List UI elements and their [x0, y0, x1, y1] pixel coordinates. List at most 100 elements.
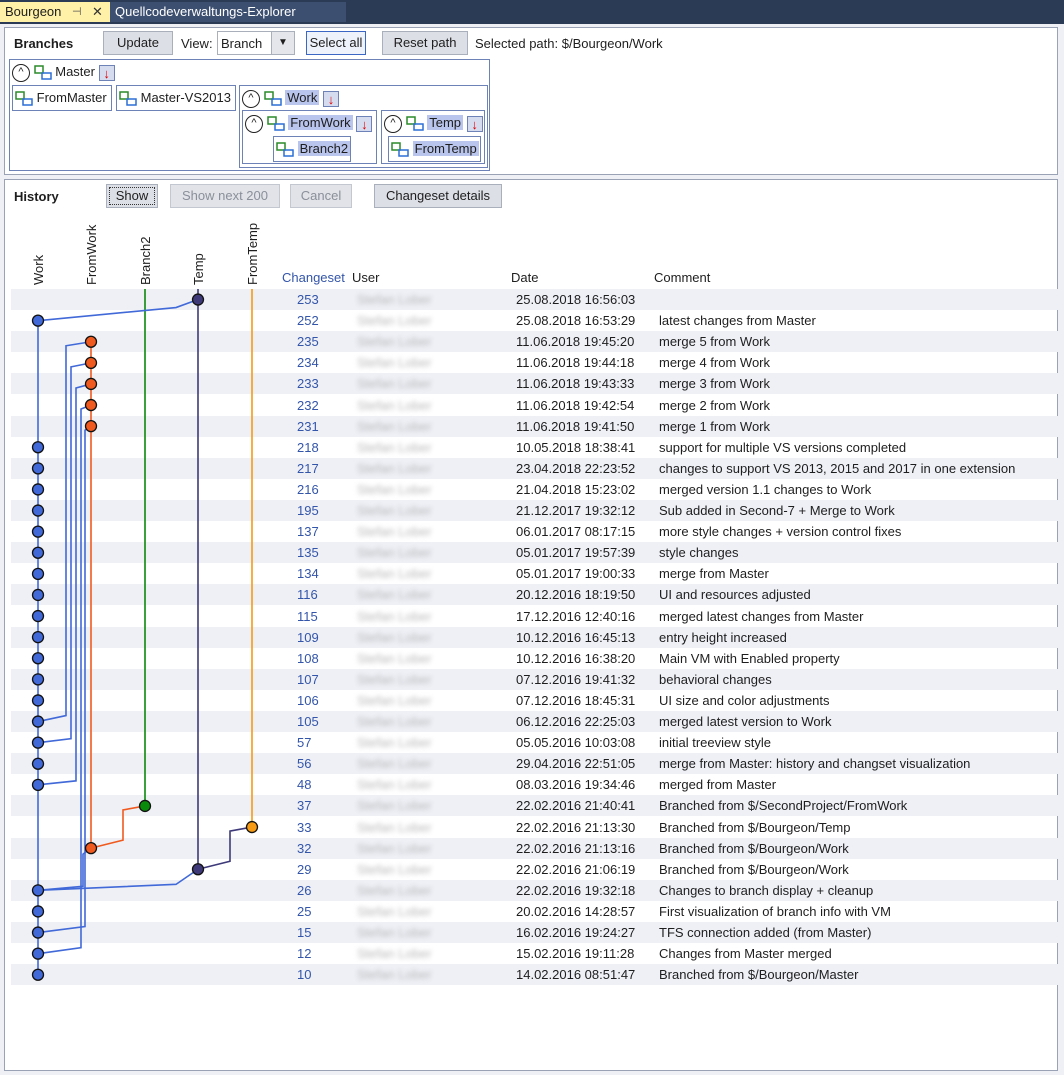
table-row[interactable]: 216 Stefan Lober 21.04.2018 15:23:02 merged…: [11, 479, 1061, 500]
fromwork-commit-dot[interactable]: [84, 377, 98, 391]
table-row[interactable]: 253 Stefan Lober 25.08.2018 16:56:03: [11, 289, 1061, 311]
work-commit-dot[interactable]: [31, 314, 45, 327]
work-commit-dot[interactable]: [31, 567, 45, 581]
tab-bourgeon[interactable]: Bourgeon ⊣ ✕: [0, 2, 110, 22]
table-row[interactable]: 106 Stefan Lober 07.12.2016 18:45:31 UI siz…: [11, 690, 1061, 711]
table-row[interactable]: 108 Stefan Lober 10.12.2016 16:38:20 Main V…: [11, 648, 1061, 669]
branch-header-temp[interactable]: ^ Temp ↓: [384, 113, 483, 133]
fromwork-commit-dot[interactable]: [84, 842, 98, 855]
branch-header-master[interactable]: ^ Master ↓: [12, 62, 115, 82]
branch-node-master[interactable]: ^ Master ↓ FromMaster Master-VS2013: [9, 59, 490, 171]
work-commit-dot[interactable]: [31, 630, 45, 644]
table-row[interactable]: 56 Stefan Lober 29.04.2016 22:51:05 merge f…: [11, 753, 1061, 775]
branch-node-frommaster[interactable]: FromMaster: [12, 85, 112, 111]
table-row[interactable]: 32 Stefan Lober 22.02.2016 21:13:16 Branche…: [11, 837, 1061, 859]
table-row[interactable]: 137 Stefan Lober 06.01.2017 08:17:15 more s…: [11, 521, 1061, 542]
column-header-changeset[interactable]: Changeset: [282, 270, 345, 285]
table-row[interactable]: 29 Stefan Lober 22.02.2016 21:06:19 Branche…: [11, 859, 1061, 880]
close-icon[interactable]: ✕: [92, 4, 103, 19]
work-commit-dot[interactable]: [31, 504, 45, 517]
branch-header-work[interactable]: ^ Work ↓: [242, 88, 339, 108]
table-row[interactable]: 195 Stefan Lober 21.12.2017 19:32:12 Sub ad…: [11, 500, 1061, 522]
table-row[interactable]: 15 Stefan Lober 16.02.2016 19:24:27 TFS con…: [11, 922, 1061, 944]
table-row[interactable]: 135 Stefan Lober 05.01.2017 19:57:39 style …: [11, 542, 1061, 564]
work-commit-dot[interactable]: [31, 694, 45, 707]
fromwork-commit-dot[interactable]: [84, 356, 98, 370]
table-row[interactable]: 105 Stefan Lober 06.12.2016 22:25:03 merged…: [11, 711, 1061, 733]
fromwork-commit-dot[interactable]: [84, 335, 98, 348]
work-commit-dot[interactable]: [31, 673, 45, 686]
branch2-commit-dot[interactable]: [138, 799, 152, 813]
table-row[interactable]: 232 Stefan Lober 11.06.2018 19:42:54 merge …: [11, 395, 1061, 416]
down-arrow-icon[interactable]: ↓: [466, 115, 483, 132]
work-commit-dot[interactable]: [31, 483, 45, 496]
table-row[interactable]: 252 Stefan Lober 25.08.2018 16:53:29 latest…: [11, 310, 1061, 331]
fromtemp-commit-dot[interactable]: [245, 820, 259, 834]
work-commit-dot[interactable]: [31, 884, 45, 897]
down-arrow-icon[interactable]: ↓: [98, 64, 115, 81]
branch-node-work[interactable]: ^ Work ↓ ^ FromWork ↓ Bran: [239, 85, 488, 168]
table-row[interactable]: 231 Stefan Lober 11.06.2018 19:41:50 merge …: [11, 415, 1061, 437]
collapse-icon[interactable]: ^: [12, 63, 30, 82]
table-row[interactable]: 33 Stefan Lober 22.02.2016 21:13:30 Branche…: [11, 817, 1061, 838]
down-arrow-icon[interactable]: ↓: [322, 90, 339, 107]
reset-path-button[interactable]: Reset path: [382, 31, 468, 55]
branch-node-fromtemp[interactable]: FromTemp: [388, 136, 481, 162]
table-row[interactable]: 235 Stefan Lober 11.06.2018 19:45:20 merge …: [11, 331, 1061, 353]
table-row[interactable]: 217 Stefan Lober 23.04.2018 22:23:52 change…: [11, 457, 1061, 479]
changeset-details-button[interactable]: Changeset details: [374, 184, 502, 208]
work-commit-dot[interactable]: [31, 546, 45, 559]
work-commit-dot[interactable]: [31, 757, 45, 770]
pin-icon[interactable]: ⊣: [72, 6, 82, 18]
table-row[interactable]: 12 Stefan Lober 15.02.2016 19:11:28 Changes…: [11, 943, 1061, 964]
table-row[interactable]: 10 Stefan Lober 14.02.2016 08:51:47 Branche…: [11, 964, 1061, 986]
select-all-button[interactable]: Select all: [306, 31, 366, 55]
collapse-icon[interactable]: ^: [242, 89, 260, 108]
collapse-icon[interactable]: ^: [245, 114, 263, 133]
update-button[interactable]: Update: [103, 31, 173, 55]
branch-header-fromwork[interactable]: ^ FromWork ↓: [245, 113, 373, 133]
work-commit-dot[interactable]: [31, 926, 45, 939]
fromwork-commit-dot[interactable]: [84, 398, 98, 412]
table-row[interactable]: 37 Stefan Lober 22.02.2016 21:40:41 Branche…: [11, 795, 1061, 817]
branch-node-branch2[interactable]: Branch2: [273, 136, 351, 162]
table-row[interactable]: 115 Stefan Lober 17.12.2016 12:40:16 merged…: [11, 606, 1061, 627]
table-row[interactable]: 233 Stefan Lober 11.06.2018 19:43:33 merge …: [11, 373, 1061, 395]
table-row[interactable]: 116 Stefan Lober 20.12.2016 18:19:50 UI and…: [11, 584, 1061, 606]
work-commit-dot[interactable]: [31, 652, 45, 665]
work-commit-dot[interactable]: [31, 905, 45, 918]
work-commit-dot[interactable]: [31, 947, 45, 960]
table-row[interactable]: 26 Stefan Lober 22.02.2016 19:32:18 Changes…: [11, 879, 1061, 901]
work-commit-dot[interactable]: [31, 736, 45, 749]
column-header-date[interactable]: Date: [511, 270, 539, 285]
fromwork-commit-dot[interactable]: [84, 419, 98, 433]
collapse-icon[interactable]: ^: [384, 114, 402, 133]
temp-commit-dot[interactable]: [191, 863, 205, 876]
work-commit-dot[interactable]: [31, 588, 45, 602]
table-row[interactable]: 107 Stefan Lober 07.12.2016 19:41:32 behavi…: [11, 668, 1061, 690]
work-commit-dot[interactable]: [31, 968, 45, 981]
table-row[interactable]: 109 Stefan Lober 10.12.2016 16:45:13 entry …: [11, 626, 1061, 648]
work-commit-dot[interactable]: [31, 462, 45, 475]
work-commit-dot[interactable]: [31, 715, 45, 728]
work-commit-dot[interactable]: [31, 441, 45, 454]
table-row[interactable]: 218 Stefan Lober 10.05.2018 18:38:41 suppor…: [11, 437, 1061, 458]
branch-node-master-vs2013[interactable]: Master-VS2013: [116, 85, 236, 111]
table-row[interactable]: 25 Stefan Lober 20.02.2016 14:28:57 First v…: [11, 901, 1061, 922]
column-header-comment[interactable]: Comment: [654, 270, 711, 285]
show-button[interactable]: Show: [106, 184, 158, 208]
table-row[interactable]: 134 Stefan Lober 05.01.2017 19:00:33 merge …: [11, 563, 1061, 584]
tab-source-control-explorer[interactable]: Quellcodeverwaltungs-Explorer: [110, 2, 346, 22]
branch-node-temp[interactable]: ^ Temp ↓ FromTemp: [381, 110, 485, 164]
table-row[interactable]: 57 Stefan Lober 05.05.2016 10:03:08 initial…: [11, 732, 1061, 753]
branch-node-fromwork[interactable]: ^ FromWork ↓ Branch2: [242, 110, 377, 164]
temp-commit-dot[interactable]: [191, 293, 205, 306]
cancel-button[interactable]: Cancel: [290, 184, 352, 208]
show-next-button[interactable]: Show next 200: [170, 184, 280, 208]
work-commit-dot[interactable]: [31, 525, 45, 538]
work-commit-dot[interactable]: [31, 778, 45, 791]
down-arrow-icon[interactable]: ↓: [356, 115, 373, 132]
view-select[interactable]: Branch ▼: [217, 31, 295, 55]
work-commit-dot[interactable]: [31, 609, 45, 623]
table-row[interactable]: 234 Stefan Lober 11.06.2018 19:44:18 merge …: [11, 352, 1061, 373]
